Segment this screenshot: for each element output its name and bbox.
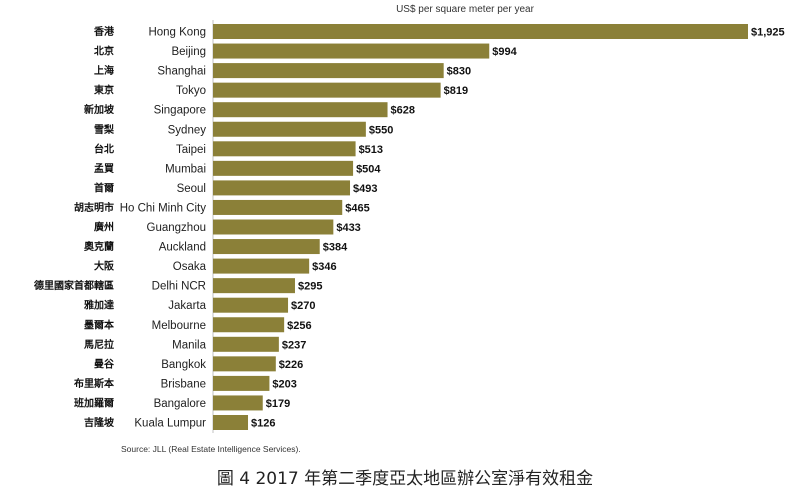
value-label: $550	[369, 124, 393, 136]
category-label: Ho Chi Minh City	[120, 202, 207, 214]
value-label: $270	[291, 300, 315, 312]
bar	[213, 336, 279, 352]
category-label: Bangkok	[161, 359, 206, 371]
value-label: $819	[444, 85, 468, 97]
source-note: Source: JLL (Real Estate Intelligence Se…	[121, 444, 301, 454]
figure-caption: 圖 4 2017 年第二季度亞太地區辦公室淨有效租金	[216, 469, 594, 489]
category-label-zh: 台北	[94, 142, 114, 155]
category-label-zh: 首爾	[94, 181, 114, 194]
category-label: Seoul	[177, 183, 206, 195]
bar	[213, 43, 490, 59]
category-label: Kuala Lumpur	[134, 418, 206, 430]
value-label: $1,925	[751, 27, 785, 39]
bar	[213, 415, 249, 430]
category-label: Bangalore	[154, 398, 206, 410]
unit-label: US$ per square meter per year	[396, 4, 535, 15]
category-label-zh: 上海	[94, 64, 114, 77]
value-label: $628	[391, 105, 415, 117]
category-label: Taipei	[176, 144, 206, 156]
bar	[213, 180, 351, 196]
bar	[213, 121, 366, 137]
bar	[213, 82, 441, 98]
category-label: Jakarta	[168, 300, 206, 312]
value-label: $126	[251, 418, 275, 430]
bar	[213, 199, 343, 215]
bar	[213, 297, 289, 313]
category-label: Manila	[172, 339, 206, 351]
value-label: $504	[356, 163, 381, 175]
bar	[213, 63, 444, 79]
category-label-zh: 德里國家首都轄區	[33, 279, 114, 292]
value-label: $179	[266, 398, 290, 410]
value-label: $237	[282, 339, 306, 351]
category-label-zh: 布里斯本	[74, 377, 115, 390]
bar	[213, 317, 285, 333]
category-label: Beijing	[171, 46, 206, 58]
bars-group: 香港 Hong Kong $1,925 北京 Beijing $994 上海 Shanghai…	[33, 24, 785, 430]
bar	[213, 278, 295, 294]
category-label: Guangzhou	[147, 222, 206, 234]
category-label-zh: 吉隆坡	[84, 416, 115, 429]
category-label: Hong Kong	[148, 27, 206, 39]
bar	[213, 160, 354, 176]
category-label: Tokyo	[176, 85, 206, 97]
value-label: $203	[272, 378, 296, 390]
category-label-zh: 新加坡	[84, 103, 115, 116]
category-label-zh: 廣州	[93, 221, 114, 234]
category-label: Osaka	[173, 261, 207, 273]
category-label-zh: 孟買	[94, 163, 114, 175]
category-label-zh: 奧克蘭	[83, 240, 114, 253]
bar	[213, 219, 334, 235]
value-label: $346	[312, 261, 336, 273]
category-label-zh: 墨爾本	[84, 318, 115, 331]
bar	[213, 239, 320, 255]
value-label: $465	[345, 202, 369, 214]
value-label: $830	[447, 66, 471, 78]
bar	[213, 356, 276, 372]
category-label-zh: 東京	[94, 84, 114, 97]
bar	[213, 24, 748, 39]
category-label-zh: 曼谷	[94, 357, 115, 370]
bar	[213, 258, 310, 274]
value-label: $433	[336, 222, 360, 234]
value-label: $513	[359, 144, 383, 156]
category-label: Delhi NCR	[152, 281, 206, 293]
value-label: $994	[492, 46, 517, 58]
category-label-zh: 香港	[94, 25, 115, 38]
category-label: Auckland	[159, 242, 206, 254]
category-label-zh: 胡志明市	[74, 201, 114, 214]
category-label: Brisbane	[161, 378, 206, 390]
category-label-zh: 班加羅爾	[74, 396, 114, 409]
category-label-zh: 雪梨	[94, 123, 115, 136]
category-label: Melbourne	[152, 320, 206, 332]
value-label: $384	[323, 242, 348, 254]
bar	[213, 395, 263, 411]
category-label: Shanghai	[157, 66, 206, 78]
value-label: $226	[279, 359, 303, 371]
category-label-zh: 大阪	[94, 260, 115, 273]
bar	[213, 141, 356, 157]
category-label: Mumbai	[165, 163, 206, 175]
category-label-zh: 北京	[94, 45, 114, 58]
category-label-zh: 雅加達	[84, 299, 114, 312]
category-label-zh: 馬尼拉	[84, 338, 114, 351]
category-label: Sydney	[168, 124, 207, 136]
value-label: $295	[298, 281, 322, 293]
value-label: $256	[287, 320, 311, 332]
bar	[213, 375, 270, 391]
value-label: $493	[353, 183, 377, 195]
category-label: Singapore	[154, 105, 206, 117]
bar	[213, 102, 388, 118]
